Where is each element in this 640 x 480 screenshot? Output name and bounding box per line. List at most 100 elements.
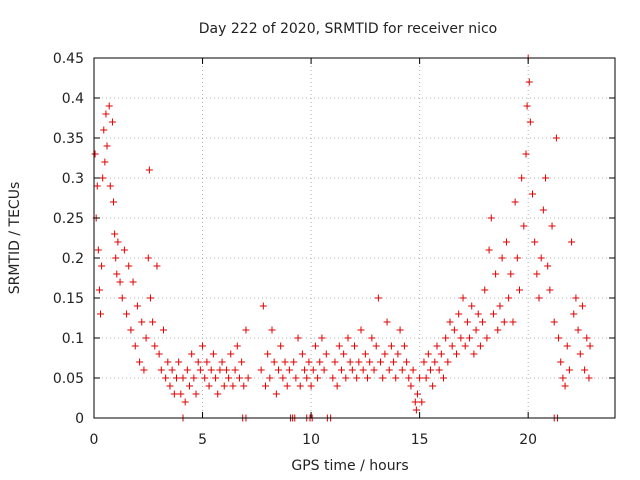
data-point <box>298 350 306 358</box>
data-point <box>422 374 430 382</box>
data-point <box>99 174 107 182</box>
data-point <box>277 342 285 350</box>
data-point <box>318 334 326 342</box>
data-point <box>455 310 463 318</box>
data-point <box>563 342 571 350</box>
data-point <box>357 326 365 334</box>
data-point <box>468 302 476 310</box>
data-point <box>368 334 376 342</box>
data-point <box>105 102 113 110</box>
data-point <box>440 374 448 382</box>
data-point <box>572 294 580 302</box>
data-point <box>222 366 230 374</box>
data-point <box>585 374 593 382</box>
x-tick-label: 5 <box>198 432 207 448</box>
data-point <box>411 398 419 406</box>
data-point <box>225 374 233 382</box>
data-point <box>487 214 495 222</box>
data-point <box>568 238 576 246</box>
data-point <box>496 302 504 310</box>
data-point <box>537 254 545 262</box>
data-point <box>153 262 161 270</box>
data-point <box>192 390 200 398</box>
y-tick-label: 0 <box>75 411 84 427</box>
data-point <box>407 382 415 390</box>
data-point <box>403 358 411 366</box>
data-point <box>179 374 187 382</box>
data-point <box>420 358 428 366</box>
data-point <box>489 310 497 318</box>
data-point <box>244 374 252 382</box>
data-point <box>91 150 99 158</box>
data-point <box>329 374 337 382</box>
data-point <box>181 398 189 406</box>
data-point <box>346 358 354 366</box>
data-point <box>366 358 374 366</box>
data-point <box>238 358 246 366</box>
data-point <box>385 366 393 374</box>
data-point <box>235 374 243 382</box>
data-point <box>146 294 154 302</box>
data-point <box>583 334 591 342</box>
data-point <box>168 366 176 374</box>
data-point <box>98 262 106 270</box>
data-point <box>472 326 480 334</box>
data-point <box>186 382 194 390</box>
data-point <box>106 182 114 190</box>
x-axis-label: GPS time / hours <box>291 458 408 474</box>
x-tick-labels: 0 5 10 15 20 <box>90 432 538 448</box>
data-point <box>123 310 131 318</box>
data-point <box>511 198 519 206</box>
data-point <box>333 382 341 390</box>
data-point <box>505 294 513 302</box>
data-point <box>459 294 467 302</box>
data-point <box>351 342 358 350</box>
data-point <box>151 342 159 350</box>
data-point <box>162 374 170 382</box>
data-point <box>518 174 526 182</box>
data-point <box>533 270 541 278</box>
data-point <box>264 350 272 358</box>
data-point <box>424 350 432 358</box>
data-point <box>453 350 461 358</box>
data-point <box>379 374 387 382</box>
data-point <box>125 262 133 270</box>
y-tick-label: 0.15 <box>53 291 84 307</box>
data-point <box>374 294 382 302</box>
data-point <box>522 150 530 158</box>
data-point <box>387 342 395 350</box>
data-point <box>483 334 491 342</box>
data-point <box>101 158 109 166</box>
data-point <box>526 118 534 126</box>
data-point <box>133 302 141 310</box>
data-point <box>136 358 144 366</box>
data-point <box>127 326 135 334</box>
data-point <box>509 318 517 326</box>
data-point <box>183 366 191 374</box>
data-point <box>513 254 521 262</box>
data-point <box>586 342 594 350</box>
data-point <box>290 358 298 366</box>
y-tick-label: 0.25 <box>53 211 84 227</box>
data-point <box>142 334 150 342</box>
data-point <box>398 366 406 374</box>
data-point <box>177 390 185 398</box>
data-point <box>242 326 250 334</box>
data-point <box>220 382 228 390</box>
data-point <box>442 334 450 342</box>
data-point <box>565 366 573 374</box>
data-points <box>91 54 594 422</box>
data-point <box>546 286 554 294</box>
data-point <box>340 350 348 358</box>
data-point <box>155 350 163 358</box>
data-point <box>481 286 489 294</box>
data-point <box>113 270 121 278</box>
data-point <box>559 374 567 382</box>
axis-ticks <box>93 57 615 419</box>
data-point <box>494 326 502 334</box>
data-point <box>316 358 324 366</box>
data-point <box>485 246 493 254</box>
data-point <box>97 310 105 318</box>
data-point <box>364 374 372 382</box>
